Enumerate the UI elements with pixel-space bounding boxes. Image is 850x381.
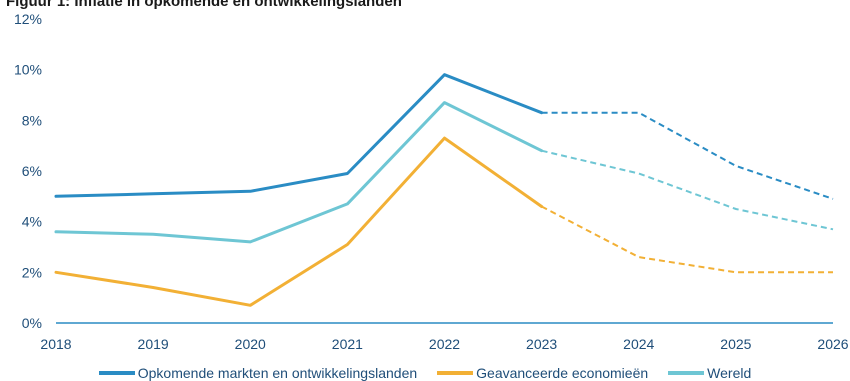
- legend-swatch: [98, 371, 135, 375]
- x-tick-label: 2024: [623, 336, 654, 352]
- y-tick-label: 12%: [14, 11, 42, 27]
- legend-label: Wereld: [707, 365, 752, 381]
- series-line-actual: [54, 101, 544, 244]
- series-line-actual: [54, 136, 544, 307]
- legend-swatch: [668, 371, 705, 375]
- y-tick-label: 4%: [22, 214, 42, 230]
- legend-item: Wereld: [668, 365, 751, 381]
- legend-item: Geavanceerde economieën: [437, 365, 648, 381]
- x-tick-label: 2023: [526, 336, 557, 352]
- x-tick-label: 2026: [817, 336, 848, 352]
- series-line-actual: [54, 73, 544, 198]
- chart-title: Figuur 1: Inflatie in opkomende en ontwi…: [6, 0, 402, 10]
- legend-label: Geavanceerde economieën: [476, 365, 649, 381]
- y-tick-label: 2%: [22, 264, 42, 280]
- x-tick-label: 2025: [720, 336, 751, 352]
- series-line-forecast: [541, 205, 833, 274]
- series-line-forecast: [541, 111, 834, 200]
- legend-label: Opkomende markten en ontwikkelingslanden: [137, 365, 418, 381]
- x-tick-label: 2019: [138, 336, 169, 352]
- legend-swatch: [437, 371, 474, 375]
- x-tick-label: 2022: [429, 336, 460, 352]
- legend-item: Opkomende markten en ontwikkelingslanden: [98, 365, 418, 381]
- x-tick-label: 2020: [235, 336, 266, 352]
- x-tick-label: 2018: [40, 336, 71, 352]
- series-line-forecast: [541, 149, 834, 231]
- y-tick-label: 8%: [22, 112, 42, 128]
- x-tick-label: 2021: [332, 336, 363, 352]
- chart-legend: Opkomende markten en ontwikkelingslanden…: [0, 365, 850, 381]
- y-tick-label: 0%: [22, 315, 42, 331]
- y-tick-label: 10%: [14, 62, 42, 78]
- y-tick-label: 6%: [22, 163, 42, 179]
